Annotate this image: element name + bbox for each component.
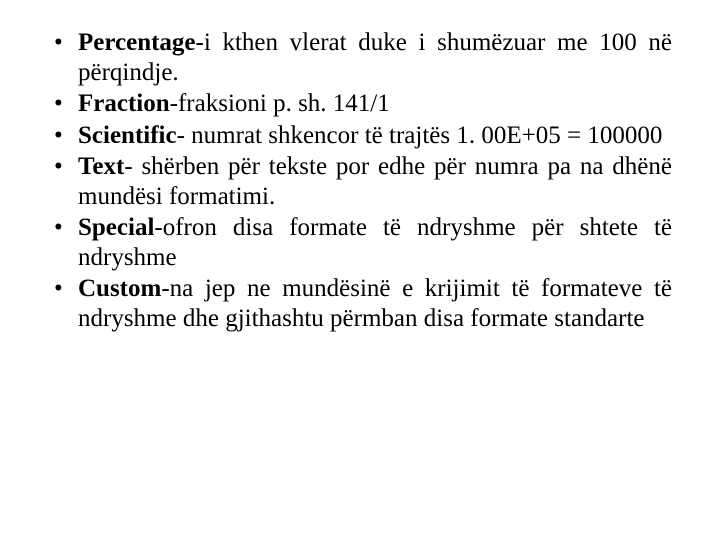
list-item: Text- shërben për tekste por edhe për nu… <box>48 152 672 211</box>
item-rest: -ofron disa formate të ndryshme për shte… <box>78 214 672 271</box>
item-bold: Scientific <box>78 122 177 149</box>
bullet-list: Percentage-i kthen vlerat duke i shumëzu… <box>48 28 672 333</box>
item-bold: Special <box>78 214 154 241</box>
list-item: Scientific- numrat shkencor të trajtës 1… <box>48 121 672 151</box>
list-item: Special-ofron disa formate të ndryshme p… <box>48 213 672 272</box>
item-rest: -fraksioni p. sh. 141/1 <box>170 90 390 117</box>
list-item: Fraction-fraksioni p. sh. 141/1 <box>48 89 672 119</box>
slide: Percentage-i kthen vlerat duke i shumëzu… <box>0 0 720 540</box>
item-bold: Custom <box>78 275 161 302</box>
item-bold: Fraction <box>78 90 170 117</box>
item-rest: - numrat shkencor të trajtës 1. 00E+05 =… <box>177 122 663 149</box>
list-item: Percentage-i kthen vlerat duke i shumëzu… <box>48 28 672 87</box>
item-bold: Text <box>78 153 124 180</box>
list-item: Custom-na jep ne mundësinë e krijimit të… <box>48 274 672 333</box>
item-rest: - shërben për tekste por edhe për numra … <box>78 153 672 210</box>
item-rest: -na jep ne mundësinë e krijimit të forma… <box>78 275 672 332</box>
item-bold: Percentage <box>78 29 196 56</box>
